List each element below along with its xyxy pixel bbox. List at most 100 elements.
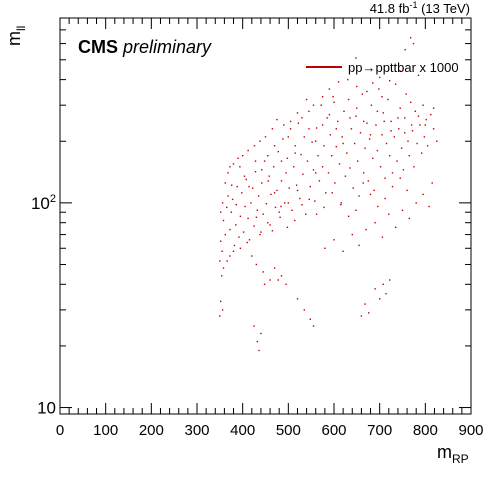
data-point — [233, 244, 236, 247]
data-point — [391, 172, 394, 174]
data-point — [229, 166, 231, 168]
data-point — [220, 211, 222, 213]
data-point — [279, 216, 281, 218]
data-point — [244, 205, 246, 208]
data-point — [328, 88, 331, 90]
data-point — [219, 315, 221, 317]
data-point — [404, 49, 406, 51]
x-tick-label: 300 — [184, 422, 209, 439]
data-point — [297, 122, 300, 124]
data-point — [232, 163, 235, 165]
data-point — [432, 128, 435, 130]
data-point — [361, 93, 363, 95]
data-point — [423, 136, 426, 138]
data-point — [419, 124, 421, 126]
data-point — [282, 138, 284, 140]
data-point — [273, 267, 276, 269]
data-point — [246, 241, 248, 244]
data-point — [353, 142, 356, 145]
data-point — [385, 142, 388, 145]
data-point — [305, 213, 307, 215]
data-point — [305, 98, 308, 101]
data-point — [384, 177, 386, 179]
data-point — [410, 124, 413, 126]
data-point — [347, 98, 350, 101]
data-point — [247, 217, 249, 220]
data-point — [219, 260, 221, 262]
data-point — [245, 178, 247, 181]
data-point — [399, 177, 401, 179]
data-point — [271, 230, 274, 232]
data-point — [268, 175, 270, 177]
data-point — [393, 136, 395, 138]
data-point — [346, 152, 348, 154]
data-point — [309, 185, 311, 188]
x-tick-label: 0 — [56, 422, 64, 439]
data-point — [294, 145, 296, 147]
data-point — [338, 163, 341, 165]
data-point — [287, 202, 289, 204]
data-point — [229, 255, 231, 257]
data-point — [270, 193, 272, 196]
data-point — [278, 211, 280, 213]
data-point — [397, 117, 399, 119]
data-point — [332, 96, 334, 98]
data-point — [220, 240, 222, 242]
data-point — [347, 78, 349, 81]
data-point — [413, 166, 415, 168]
data-point — [239, 247, 242, 249]
data-point — [355, 115, 357, 117]
data-point — [344, 175, 347, 177]
data-point — [340, 204, 342, 206]
data-point — [331, 192, 333, 194]
data-point — [405, 93, 407, 95]
data-point — [227, 172, 229, 174]
data-point — [251, 255, 253, 257]
data-point — [221, 202, 224, 204]
data-point — [230, 211, 232, 213]
data-point — [267, 155, 269, 157]
x-tick-label: 500 — [276, 422, 301, 439]
data-point — [294, 152, 296, 154]
data-point — [262, 213, 264, 215]
data-point — [340, 202, 342, 204]
data-point — [422, 193, 424, 196]
x-tick-label: 100 — [93, 422, 118, 439]
experiment-label: CMS preliminary — [78, 37, 212, 57]
data-point — [301, 117, 303, 119]
data-point — [355, 209, 357, 211]
data-point — [381, 236, 384, 238]
data-point — [349, 167, 351, 169]
data-point — [384, 197, 386, 200]
data-point — [261, 169, 263, 171]
data-point — [415, 202, 417, 204]
data-point — [242, 155, 244, 157]
data-point — [347, 215, 350, 217]
data-point — [263, 283, 266, 285]
data-point — [312, 104, 315, 106]
data-point — [254, 160, 257, 162]
data-point — [379, 166, 382, 168]
data-point — [248, 239, 251, 241]
data-point — [314, 200, 316, 202]
data-point — [401, 209, 404, 211]
data-point — [324, 247, 326, 249]
data-point — [363, 120, 365, 123]
data-point — [389, 155, 391, 157]
data-point — [381, 96, 383, 98]
data-point — [224, 233, 226, 236]
data-point — [367, 180, 369, 182]
data-point — [315, 127, 318, 129]
data-point — [247, 149, 249, 152]
data-point — [329, 134, 331, 136]
data-point — [326, 117, 328, 119]
y-axis: 10 102 — [31, 17, 471, 418]
data-point — [394, 226, 397, 228]
data-point — [239, 215, 242, 217]
data-point — [293, 166, 295, 168]
data-point — [341, 136, 343, 138]
data-point — [285, 172, 287, 174]
data-point — [368, 312, 370, 314]
